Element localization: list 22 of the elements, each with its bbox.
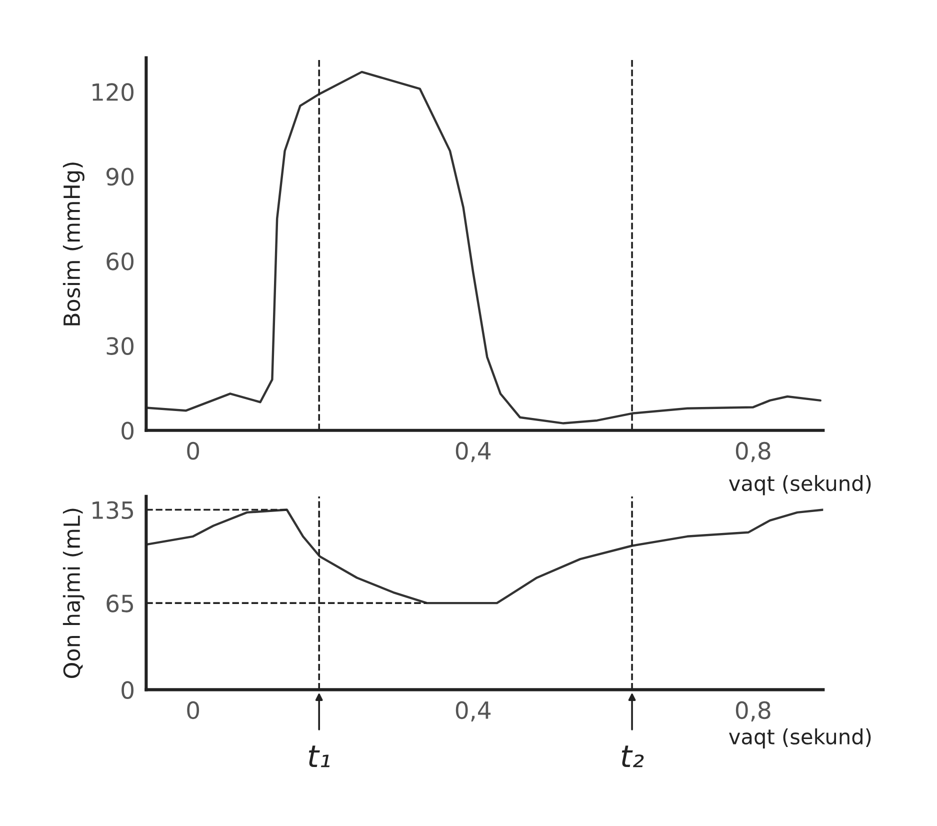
x-tick-label: 0,4 (456, 701, 491, 722)
y-tick-label: 90 (106, 168, 134, 186)
y-tick-label: 65 (106, 594, 133, 612)
x-tick-label: 0 (187, 442, 200, 460)
y-axis-title: Bosim (mmHg) (62, 162, 84, 326)
y-tick-label: 135 (92, 501, 133, 520)
x-tick-label: 0 (187, 701, 200, 720)
ref-line-label: t₂ (622, 746, 644, 768)
y-tick-label: 0 (122, 422, 134, 440)
x-axis-title: vaqt (sekund) (729, 475, 871, 496)
line-series (146, 70, 822, 424)
y-tick-label: 30 (106, 337, 134, 355)
x-tick-label: 0,8 (736, 442, 770, 462)
x-tick-label: 0,4 (456, 442, 491, 462)
x-tick-label: 0,8 (736, 701, 770, 722)
y-tick-label: 0 (122, 681, 134, 700)
ref-line-label: t₁ (308, 746, 330, 768)
y-axis-title: Qon hajmi (mL) (62, 508, 84, 678)
line-series (146, 508, 824, 604)
y-tick-label: 60 (106, 252, 134, 270)
y-tick-label: 120 (92, 83, 134, 101)
x-axis-title: vaqt (sekund) (729, 728, 871, 749)
